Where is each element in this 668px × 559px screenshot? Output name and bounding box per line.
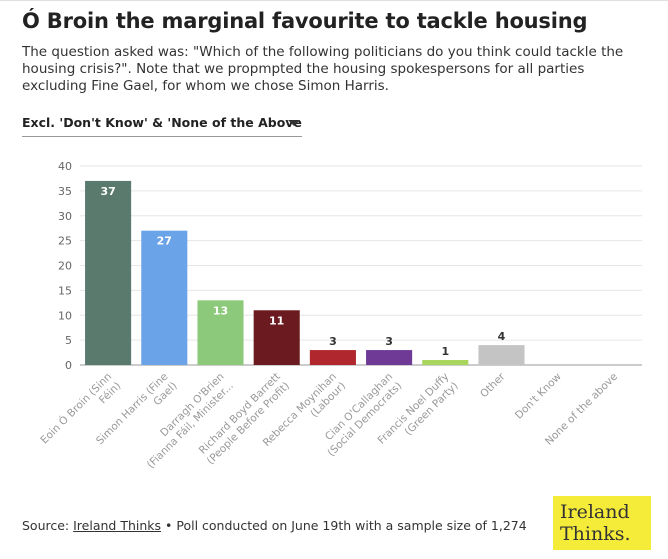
data-label: 4 [498, 330, 506, 343]
y-tick-label: 0 [65, 359, 72, 372]
footer-source-prefix: Source: [22, 518, 74, 533]
bar-chart: 0 5 10 15 20 25 30 35 40 37 Eoin Ó Broin (SinnFéin… [38, 160, 642, 470]
bar [85, 180, 132, 365]
bar [478, 345, 525, 365]
bar [141, 230, 188, 365]
data-label: 11 [269, 314, 284, 327]
y-tick-label: 5 [65, 334, 72, 347]
x-tick-label: Eoin Ó Broin (SinnFéin) [38, 370, 124, 456]
filter-dropdown-label: Excl. 'Don't Know' & 'None of the Above [22, 115, 302, 130]
data-label: 3 [329, 335, 337, 348]
y-tick-label: 25 [58, 235, 72, 248]
bar [197, 300, 244, 365]
data-label: 37 [100, 185, 115, 198]
y-tick-label: 30 [58, 210, 72, 223]
bar [309, 350, 356, 365]
y-tick-label: 35 [58, 185, 72, 198]
chevron-down-icon[interactable] [288, 120, 300, 126]
data-label: 3 [385, 335, 393, 348]
bar [253, 310, 300, 365]
y-tick-label: 10 [58, 309, 72, 322]
chart-title: Ó Broin the marginal favourite to tackle… [22, 9, 588, 33]
logo-line-1: Ireland [560, 501, 630, 523]
footer: Source: Ireland Thinks • Poll conducted … [22, 518, 527, 533]
data-label: 13 [213, 304, 228, 317]
chart-subtitle: The question asked was: "Which of the fo… [22, 44, 624, 94]
data-label: 1 [441, 345, 449, 358]
y-tick-label: 40 [58, 160, 72, 173]
data-label: 27 [157, 235, 172, 248]
source-link[interactable]: Ireland Thinks [73, 518, 162, 533]
y-tick-label: 20 [58, 260, 72, 273]
logo-line-2: Thinks. [560, 523, 631, 545]
footer-note: • Poll conducted on June 19th with a sam… [161, 518, 527, 533]
x-tick-label-line: Other [478, 370, 508, 400]
ireland-thinks-logo: Ireland Thinks. [553, 496, 651, 550]
y-tick-label: 15 [58, 284, 72, 297]
bar [422, 360, 469, 365]
x-tick-label: Other [478, 370, 508, 400]
top-divider [0, 0, 668, 1]
x-tick-label: Don't Know [513, 370, 564, 421]
x-tick-label-line: Don't Know [513, 370, 564, 421]
bar [366, 350, 413, 365]
filter-dropdown[interactable]: Excl. 'Don't Know' & 'None of the Above [22, 114, 302, 137]
